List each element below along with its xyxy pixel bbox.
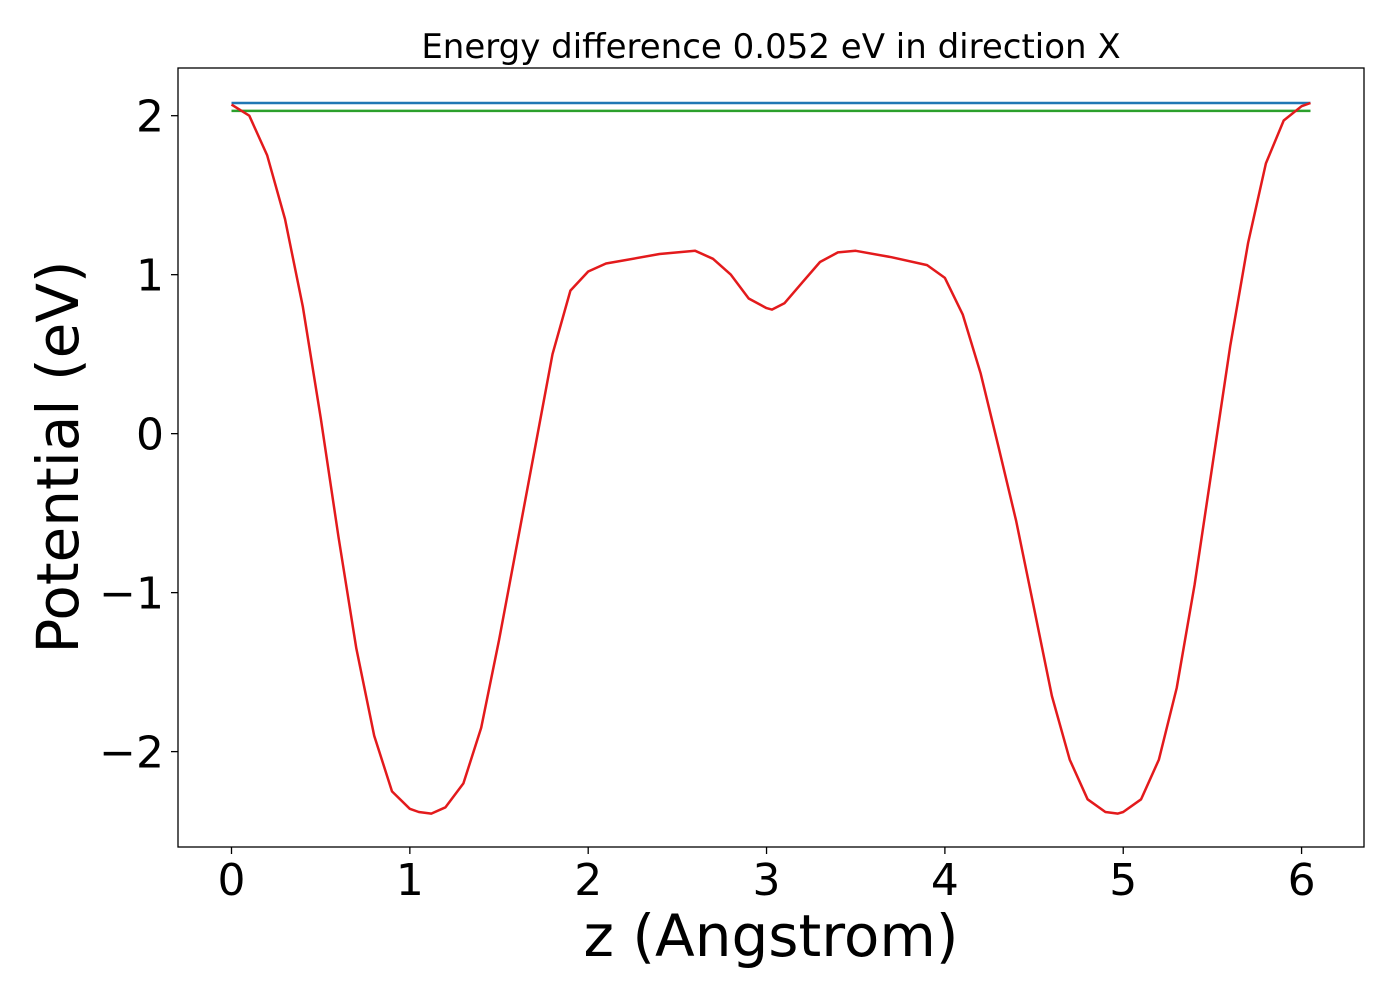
y-axis-label: Potential (eV) bbox=[24, 260, 92, 653]
x-axis-ticks: 0 1 2 3 4 5 6 bbox=[218, 847, 1316, 906]
x-axis-label: z (Angstrom) bbox=[584, 902, 959, 970]
x-tick-label: 6 bbox=[1288, 855, 1316, 906]
x-tick-label: 1 bbox=[396, 855, 424, 906]
y-axis-ticks: −2 −1 0 1 2 bbox=[99, 92, 178, 779]
x-tick-label: 5 bbox=[1109, 855, 1137, 906]
x-tick-label: 3 bbox=[753, 855, 781, 906]
x-tick-label: 2 bbox=[574, 855, 602, 906]
y-tick-label: 0 bbox=[136, 410, 164, 461]
plot-frame bbox=[177, 67, 1365, 848]
chart-title: Energy difference 0.052 eV in direction … bbox=[421, 27, 1120, 67]
y-tick-label: 1 bbox=[136, 251, 164, 302]
x-tick-label: 0 bbox=[218, 855, 246, 906]
y-tick-label: −2 bbox=[99, 728, 164, 779]
series-layer bbox=[230, 101, 1311, 815]
x-tick-label: 4 bbox=[931, 855, 959, 906]
series-line-2 bbox=[230, 101, 1311, 815]
y-tick-label: −1 bbox=[99, 569, 164, 620]
y-tick-label: 2 bbox=[136, 92, 164, 143]
